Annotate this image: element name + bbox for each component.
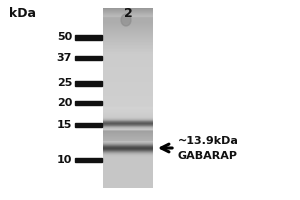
Text: GABARAP: GABARAP — [178, 151, 238, 161]
Text: 10: 10 — [57, 155, 72, 165]
Bar — [75, 34, 102, 40]
Text: 20: 20 — [57, 98, 72, 108]
Text: 37: 37 — [57, 53, 72, 63]
Text: kDa: kDa — [8, 7, 35, 20]
Text: 25: 25 — [57, 78, 72, 88]
Ellipse shape — [121, 14, 131, 26]
Bar — [75, 56, 102, 60]
Bar — [75, 80, 102, 86]
Text: 2: 2 — [124, 7, 132, 20]
Bar — [75, 123, 102, 127]
Text: ~13.9kDa: ~13.9kDa — [178, 136, 239, 146]
Text: 15: 15 — [57, 120, 72, 130]
Text: 50: 50 — [57, 32, 72, 42]
Bar — [75, 158, 102, 162]
Bar — [75, 101, 102, 105]
